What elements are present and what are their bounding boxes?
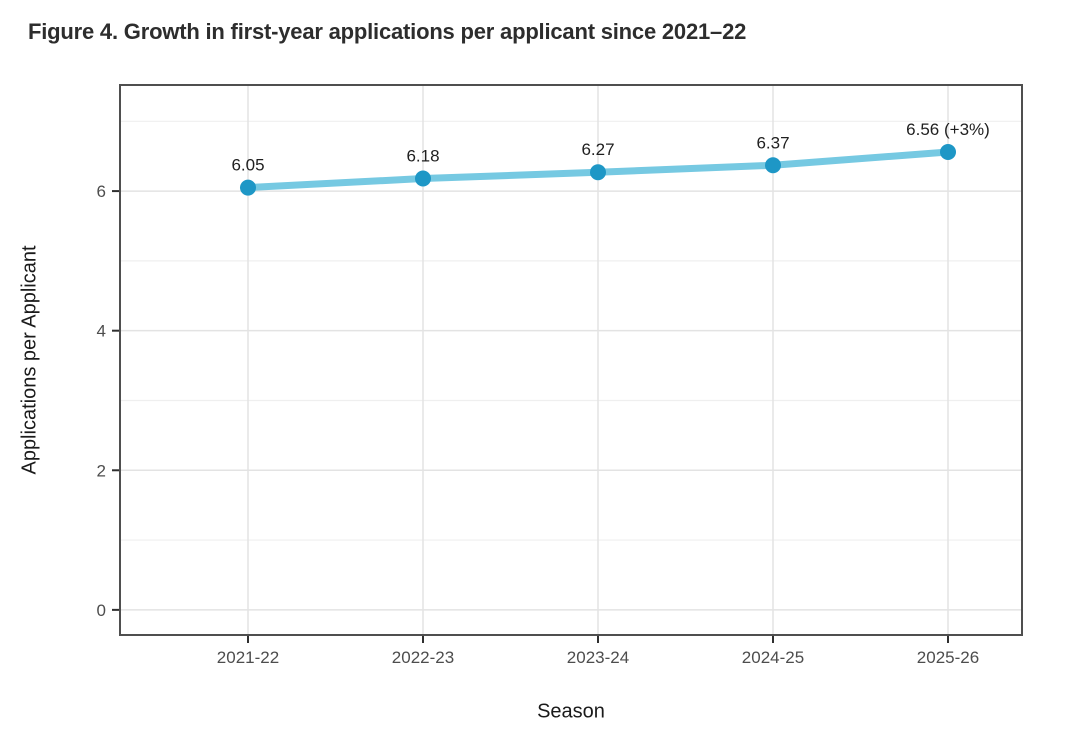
data-point-label: 6.05 (231, 156, 264, 175)
data-point (940, 144, 956, 161)
data-point (765, 157, 781, 174)
data-point (240, 179, 256, 196)
data-point (415, 170, 431, 187)
panel-border (119, 84, 1023, 636)
figure-title: Figure 4. Growth in first-year applicati… (28, 19, 747, 44)
x-tick-label: 2021-22 (217, 648, 279, 667)
x-tick-label: 2025-26 (917, 648, 979, 667)
y-tick-label: 2 (97, 461, 106, 480)
x-tick-label: 2024-25 (742, 648, 804, 667)
data-point-label: 6.37 (756, 133, 789, 152)
y-axis-title: Applications per Applicant (18, 245, 41, 475)
y-tick-label: 0 (97, 601, 106, 620)
data-point (590, 164, 606, 181)
x-tick-label: 2022-23 (392, 648, 454, 667)
y-tick-label: 4 (97, 322, 106, 341)
data-point-label: 6.27 (581, 140, 614, 159)
data-point-label: 6.18 (406, 147, 439, 166)
x-axis-title: Season (537, 700, 605, 723)
y-tick-label: 6 (97, 182, 106, 201)
data-point-label: 6.56 (+3%) (906, 120, 990, 139)
x-tick-label: 2023-24 (567, 648, 629, 667)
